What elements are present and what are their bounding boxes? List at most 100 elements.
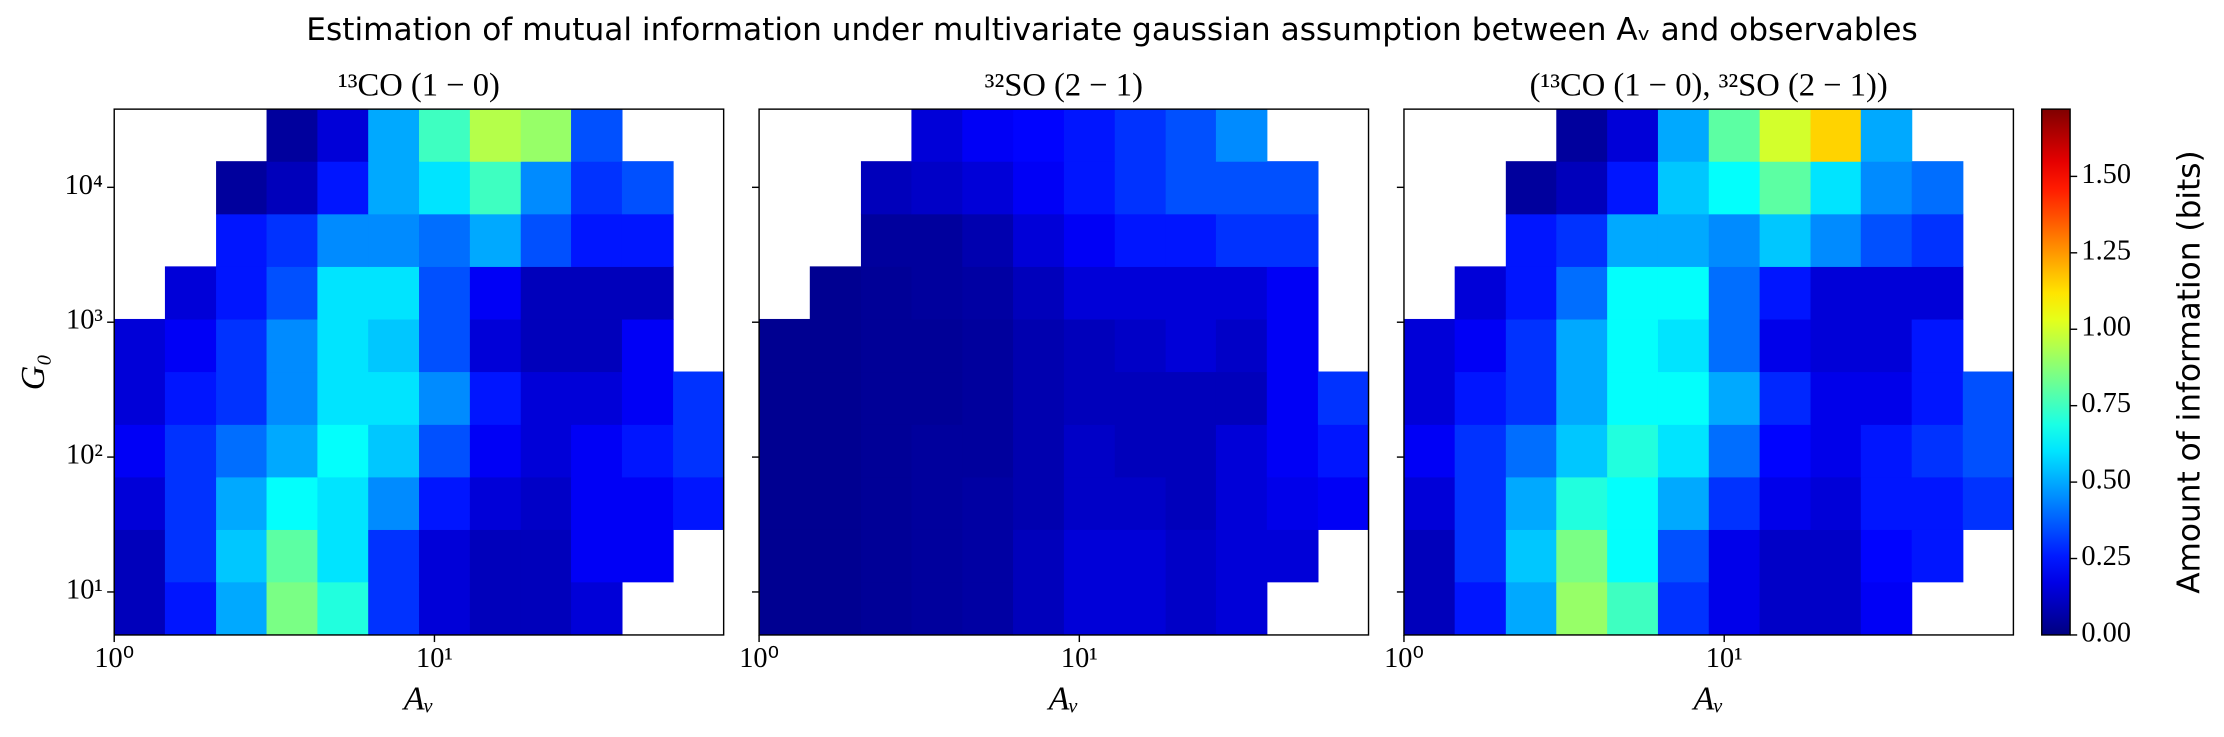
heatmap-cell xyxy=(911,581,963,636)
heatmap-cell xyxy=(1114,318,1167,373)
heatmap-cell xyxy=(571,109,623,162)
heatmap-cell xyxy=(1317,371,1370,425)
heatmap-cell xyxy=(1215,266,1268,320)
heatmap-cell xyxy=(1911,424,1964,478)
heatmap-cell xyxy=(962,476,1014,530)
heatmap-cell xyxy=(1860,213,1913,267)
heatmap-cell xyxy=(911,109,963,162)
heatmap-cell xyxy=(266,371,318,425)
colorbar-tick-label: 0.25 xyxy=(2081,541,2131,572)
heatmap-cell xyxy=(1505,424,1557,478)
heatmap-cell xyxy=(1165,213,1217,267)
heatmap-cell xyxy=(759,371,811,425)
heatmap-cell xyxy=(1165,109,1217,162)
heatmap-cell xyxy=(1063,266,1116,320)
heatmap-cell xyxy=(1860,109,1913,162)
heatmap-cell xyxy=(1556,266,1608,320)
heatmap-cell xyxy=(368,581,420,636)
heatmap-cell xyxy=(1215,529,1268,583)
x-tick-label: 10⁰ xyxy=(1384,643,1424,674)
heatmap-cell xyxy=(809,318,862,373)
heatmap-cell xyxy=(368,109,420,162)
heatmap-cell xyxy=(317,529,369,583)
colorbar-tick-label: 1.00 xyxy=(2081,312,2131,343)
heatmap-cell xyxy=(114,424,166,478)
heatmap-cell xyxy=(317,581,369,636)
heatmap-cell xyxy=(962,266,1014,320)
heatmap-cell xyxy=(1657,371,1710,425)
heatmap-cell xyxy=(317,318,369,373)
heatmap-cell xyxy=(1657,581,1710,636)
heatmap-cell xyxy=(1708,371,1761,425)
heatmap-cell xyxy=(759,581,811,636)
x-tick-label: 10⁰ xyxy=(94,643,134,674)
heatmap-cell xyxy=(317,266,369,320)
heatmap-cell xyxy=(1063,476,1116,530)
heatmap-cell xyxy=(266,213,318,267)
heatmap-cell xyxy=(1114,109,1167,162)
heatmap-cell xyxy=(1266,318,1319,373)
heatmap-cell xyxy=(1454,371,1507,425)
heatmap-cell xyxy=(1505,266,1557,320)
heatmap-cell xyxy=(216,371,268,425)
heatmap-cell xyxy=(266,318,318,373)
heatmap-cell xyxy=(114,371,166,425)
heatmap-cell xyxy=(1114,161,1167,215)
heatmap-cell xyxy=(1759,109,1812,162)
heatmap-cell xyxy=(164,476,217,530)
heatmap-cell xyxy=(368,424,420,478)
heatmap-cell xyxy=(1657,318,1710,373)
heatmap-cell xyxy=(1860,424,1913,478)
heatmap-cell xyxy=(1759,213,1812,267)
heatmap-cell xyxy=(860,318,912,373)
heatmap-cell xyxy=(1403,581,1456,636)
heatmap-cell xyxy=(759,318,811,373)
heatmap-cell xyxy=(164,424,217,478)
heatmap-cell xyxy=(1759,266,1812,320)
y-tick-label: 10² xyxy=(66,440,103,471)
heatmap-cell xyxy=(1708,213,1761,267)
heatmap-cell xyxy=(1556,476,1608,530)
heatmap-cell xyxy=(1266,529,1319,583)
heatmap-cell xyxy=(1607,476,1659,530)
heatmap-cell xyxy=(1317,424,1370,478)
heatmap-cell xyxy=(621,371,674,425)
heatmap-cell xyxy=(469,109,522,162)
heatmap-cell xyxy=(1607,266,1659,320)
heatmap-cell xyxy=(1266,371,1319,425)
colorbar-tick-label: 0.75 xyxy=(2081,388,2131,419)
heatmap-cell xyxy=(469,318,522,373)
heatmap-cell xyxy=(571,266,623,320)
heatmap-cell xyxy=(1657,161,1710,215)
heatmap-cell xyxy=(1962,476,2014,530)
heatmap-cell xyxy=(368,318,420,373)
x-tick-label: 10¹ xyxy=(1706,643,1743,674)
heatmap-cell xyxy=(1165,529,1217,583)
heatmap-cell xyxy=(1911,266,1964,320)
heatmap-cell xyxy=(419,213,471,267)
heatmap-cell xyxy=(1708,109,1761,162)
heatmap-cell xyxy=(520,581,572,636)
heatmap-cell xyxy=(1607,371,1659,425)
heatmap-cell xyxy=(1165,318,1217,373)
heatmap-cell xyxy=(164,529,217,583)
heatmap-cell xyxy=(621,476,674,530)
heatmap-cell xyxy=(1215,161,1268,215)
heatmap-cell xyxy=(1215,318,1268,373)
heatmap-cell xyxy=(520,424,572,478)
heatmap-cell xyxy=(571,318,623,373)
heatmap-cell xyxy=(1013,581,1065,636)
heatmap-cell xyxy=(1317,476,1370,530)
heatmap-cell xyxy=(1759,476,1812,530)
heatmap-cell xyxy=(266,476,318,530)
heatmap-cell xyxy=(1708,318,1761,373)
heatmap-cell xyxy=(621,529,674,583)
heatmap-cell xyxy=(1657,213,1710,267)
heatmap-cell xyxy=(419,529,471,583)
heatmap-cell xyxy=(1911,371,1964,425)
heatmap-cell xyxy=(419,318,471,373)
heatmap-cell xyxy=(1215,581,1268,636)
heatmap-cell xyxy=(1860,581,1913,636)
plot-frame xyxy=(1403,108,2015,636)
